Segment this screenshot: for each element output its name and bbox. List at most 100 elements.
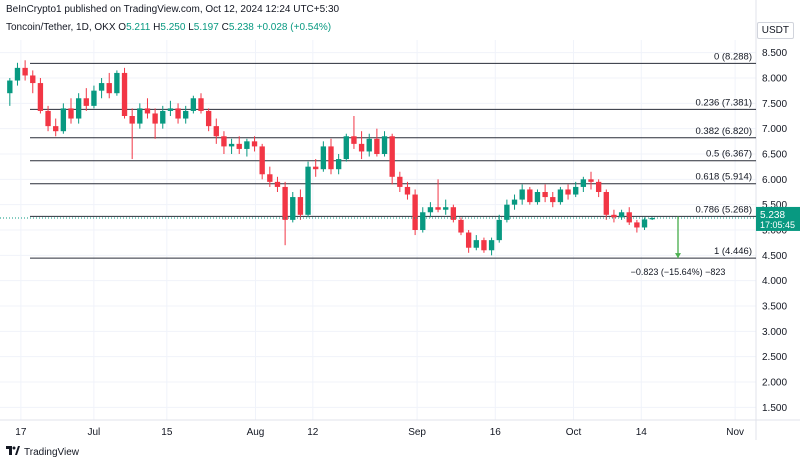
candle-body	[198, 98, 204, 111]
candle-body	[267, 174, 273, 182]
candle-body	[221, 136, 227, 147]
candle-body	[511, 199, 518, 205]
candle-body	[343, 136, 349, 160]
y-tick-label: 6.500	[762, 150, 787, 161]
measure-arrowhead	[675, 253, 681, 259]
candle-body	[481, 240, 487, 251]
x-tick-label: Nov	[726, 427, 744, 438]
candle-body	[251, 141, 258, 147]
y-tick-label: 2.500	[762, 352, 787, 363]
candle-body	[435, 207, 441, 210]
candle-body	[519, 189, 525, 200]
open-value: 5.211	[126, 22, 151, 33]
last-price-countdown: 17:05:45	[760, 220, 795, 230]
candle-body	[144, 108, 151, 114]
candle-body	[129, 116, 135, 124]
candle-body	[427, 207, 434, 213]
x-tick-label: 17	[15, 427, 27, 438]
close-label: C	[221, 22, 229, 33]
candle-body	[626, 212, 632, 223]
candle-body	[282, 186, 288, 220]
y-tick-label: 3.000	[762, 327, 787, 338]
candle-body	[420, 212, 426, 230]
candle-body	[37, 83, 44, 111]
candle-body	[450, 207, 457, 220]
candle-body	[91, 90, 97, 106]
x-tick-label: Aug	[247, 427, 265, 438]
candle-body	[167, 108, 174, 111]
low-label: L	[188, 22, 194, 33]
fib-level-label: 1 (4.446)	[714, 246, 752, 257]
candle-body	[83, 98, 89, 106]
fib-level-label: 0.382 (6.820)	[695, 126, 752, 137]
y-tick-label: 5.500	[762, 200, 787, 211]
candle-body	[328, 146, 334, 170]
candle-body	[603, 192, 609, 215]
high-value: 5.250	[160, 22, 186, 33]
fib-level-label: 0.618 (5.914)	[695, 172, 752, 183]
brand-footer: TradingView	[6, 446, 79, 458]
candle-body	[297, 197, 304, 215]
y-tick-label: 6.000	[762, 175, 787, 186]
last-price-value: 5.238	[760, 210, 785, 221]
candle-body	[7, 80, 13, 94]
candle-body	[496, 219, 502, 241]
high-label: H	[153, 22, 161, 33]
candle-body	[313, 166, 319, 170]
candle-body	[473, 240, 479, 248]
x-tick-label: 14	[636, 427, 648, 438]
open-label: O	[118, 22, 127, 33]
y-tick-label: 8.500	[762, 48, 787, 59]
fib-level-label: 0 (8.288)	[714, 51, 752, 62]
candle-body	[320, 146, 327, 170]
y-tick-label: 4.500	[762, 251, 787, 262]
candle-body	[53, 126, 59, 132]
candle-body	[68, 108, 74, 119]
fib-level-label: 0.5 (6.367)	[706, 149, 752, 160]
candle-body	[595, 181, 602, 192]
x-tick-label: Sep	[408, 427, 426, 438]
candle-body	[488, 240, 495, 251]
candle-body	[618, 212, 625, 218]
candle-body	[290, 197, 296, 220]
candle-body	[649, 217, 655, 220]
candle-body	[534, 192, 541, 203]
candle-body	[412, 194, 418, 230]
currency-button[interactable]: USDT	[756, 22, 794, 39]
candle-body	[573, 186, 579, 195]
candle-body	[557, 189, 564, 203]
fib-level-label: 0.236 (7.381)	[695, 97, 752, 108]
candle-body	[465, 232, 472, 248]
brand-name: TradingView	[24, 446, 80, 458]
y-tick-label: 1.500	[762, 403, 787, 414]
candle-body	[45, 110, 51, 127]
y-tick-label: 3.500	[762, 302, 787, 313]
candle-body	[274, 181, 281, 187]
candle-body	[580, 179, 587, 187]
candle-body	[30, 75, 36, 84]
candle-body	[137, 108, 143, 124]
x-tick-label: 15	[161, 427, 173, 438]
candle-body	[404, 186, 411, 195]
candle-body	[550, 197, 556, 203]
y-tick-label: 8.000	[762, 74, 787, 85]
candle-body	[175, 108, 181, 119]
candle-body	[106, 83, 112, 94]
candle-body	[244, 141, 250, 149]
candle-body	[75, 98, 82, 119]
candle-body	[205, 110, 212, 127]
candle-body	[305, 166, 311, 215]
candle-body	[228, 143, 235, 147]
tradingview-logo-icon	[6, 446, 20, 458]
candle-body	[565, 189, 571, 195]
fib-level-label: 0.786 (5.268)	[695, 204, 752, 215]
symbol-legend: Toncoin/Tether, 1D, OKX O5.211 H5.250 L5…	[6, 22, 331, 33]
close-value: 5.238	[228, 22, 254, 33]
candle-body	[366, 138, 372, 152]
candle-body	[152, 113, 158, 124]
x-tick-label: Oct	[566, 427, 582, 438]
y-tick-label: 7.000	[762, 124, 787, 135]
candle-body	[213, 126, 219, 137]
x-tick-label: 12	[307, 427, 319, 438]
